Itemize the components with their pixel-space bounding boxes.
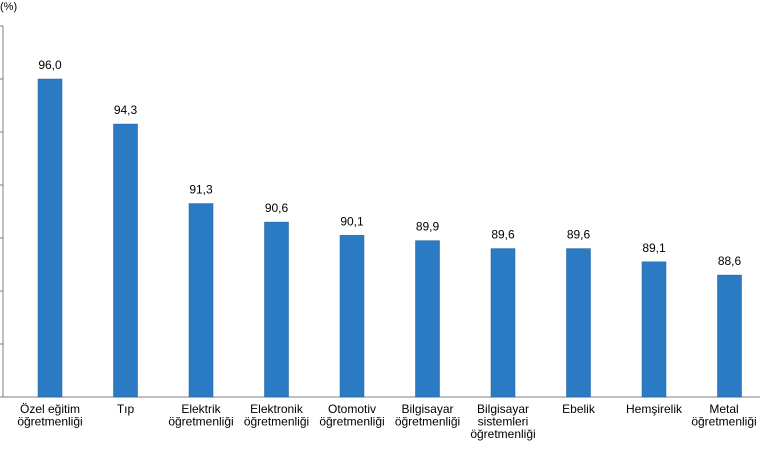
category-label: Elektronik öğretmenliği xyxy=(244,402,309,429)
y-ticks xyxy=(0,25,3,398)
bar-value-label: 96,0 xyxy=(38,58,62,72)
bar xyxy=(37,78,63,398)
bar-value-label: 88,6 xyxy=(718,254,742,268)
bar-value-label: 90,1 xyxy=(340,214,364,228)
bar xyxy=(113,123,138,398)
bar xyxy=(717,274,742,398)
bar xyxy=(188,203,214,398)
bar xyxy=(264,221,289,398)
y-unit-label: (%) xyxy=(0,1,17,13)
bar-value-label: 94,3 xyxy=(114,103,138,117)
bar xyxy=(641,261,667,398)
category-label: Ebelik xyxy=(562,402,596,416)
bar-value-label: 91,3 xyxy=(189,183,213,197)
category-label: Tıp xyxy=(117,402,135,416)
bar-value-label: 89,6 xyxy=(491,228,515,242)
bar-value-label: 89,6 xyxy=(567,228,591,242)
bar xyxy=(415,240,440,398)
bar xyxy=(490,248,516,398)
category-label: Metal öğretmenliği xyxy=(691,402,756,429)
bars xyxy=(37,78,742,398)
category-label: Bilgisayar sistemleri öğretmenliği xyxy=(470,402,535,441)
category-labels: Özel eğitim öğretmenliği Tıp Elektrik öğretm… xyxy=(17,402,756,441)
bar-value-label: 90,6 xyxy=(265,201,289,215)
bar xyxy=(566,248,591,398)
category-label: Özel eğitim öğretmenliği xyxy=(17,402,82,429)
value-labels: 96,0 94,3 91,3 90,6 90,1 89,9 89,6 89,6 89,1 88,6 xyxy=(38,58,741,268)
category-label: Otomotiv öğretmenliği xyxy=(319,402,384,429)
category-label: Elektrik öğretmenliği xyxy=(168,402,233,429)
category-label: Hemşirelik xyxy=(626,402,683,416)
bar xyxy=(339,235,365,398)
bar-value-label: 89,1 xyxy=(642,241,666,255)
bar-value-label: 89,9 xyxy=(416,220,440,234)
category-label: Bilgisayar öğretmenliği xyxy=(395,402,460,429)
